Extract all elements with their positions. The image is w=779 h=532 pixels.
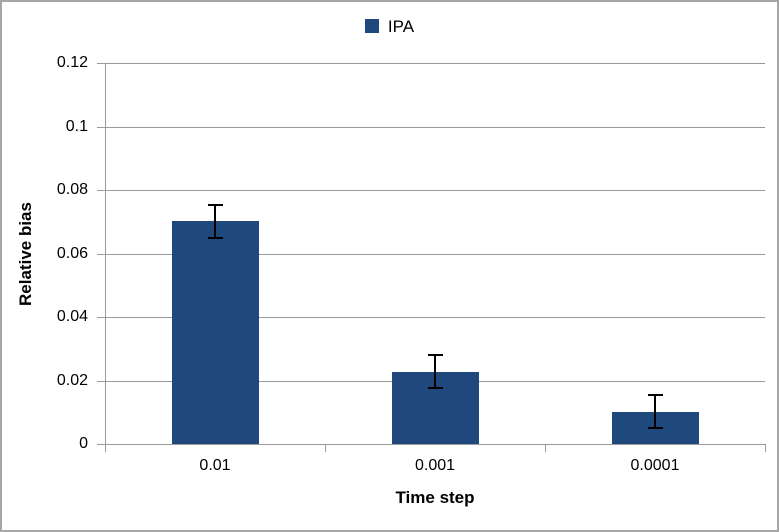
y-tick-label: 0.08 [56, 181, 88, 198]
y-axis-tick [97, 317, 105, 318]
x-axis-tick [105, 445, 106, 452]
y-tick-label: 0 [79, 435, 88, 452]
y-tick-label: 0.02 [56, 371, 88, 389]
error-bar-cap-top [427, 354, 443, 357]
x-category-label: 0.0001 [630, 457, 680, 474]
x-axis-tick [545, 445, 546, 452]
x-category-label: 0.01 [199, 457, 231, 474]
gridline [105, 253, 765, 255]
x-axis-tick [765, 445, 766, 452]
gridline [105, 190, 765, 191]
error-bar [654, 394, 656, 430]
y-axis-tick [97, 126, 105, 128]
y-tick-label: 0.06 [56, 244, 88, 262]
y-axis-tick [97, 63, 105, 64]
error-bar [214, 203, 216, 239]
y-axis-tick [97, 444, 105, 445]
y-tick-label: 0.12 [56, 54, 88, 71]
y-axis-tick [97, 190, 105, 191]
y-tick-label: 0.04 [56, 308, 88, 325]
error-bar [434, 354, 436, 390]
y-tick-label: 0.1 [65, 117, 88, 135]
error-bar-cap-bottom [647, 427, 663, 430]
error-bar-cap-bottom [207, 236, 223, 239]
gridline [105, 126, 765, 128]
gridline [105, 63, 765, 64]
x-axis-tick [325, 445, 326, 452]
bar [171, 221, 259, 444]
x-axis-title: Time step [395, 488, 475, 507]
error-bar-cap-top [207, 203, 223, 206]
legend-label: IPA [387, 16, 415, 36]
legend: IPA [0, 13, 779, 39]
legend-swatch-icon [364, 19, 379, 33]
x-category-label: 0.001 [414, 457, 456, 474]
gridline [105, 317, 765, 318]
error-bar-cap-top [647, 394, 663, 397]
y-axis-tick [97, 380, 105, 382]
y-axis-tick [97, 253, 105, 255]
error-bar-cap-bottom [427, 387, 443, 390]
